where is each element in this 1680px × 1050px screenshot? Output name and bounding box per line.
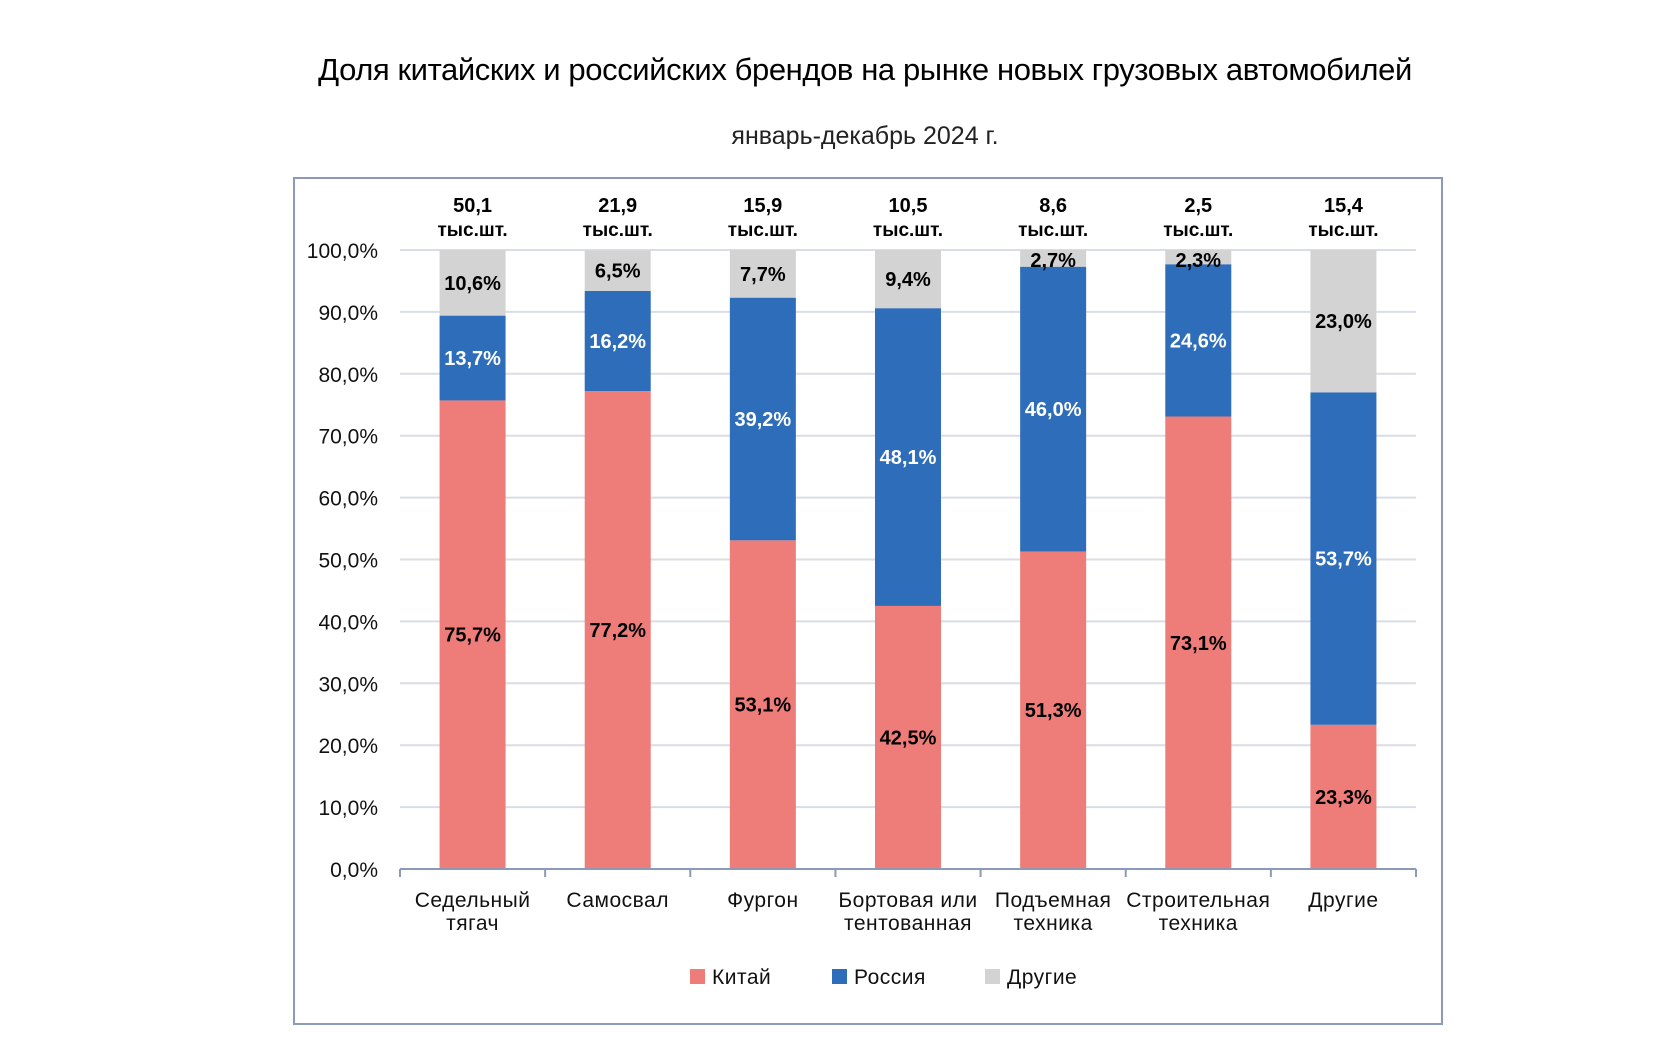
bars bbox=[439, 250, 1377, 869]
y-tick-label: 0,0% bbox=[330, 859, 378, 882]
total-unit: тыс.шт. bbox=[1163, 220, 1233, 241]
total-value: 8,6 bbox=[1039, 195, 1067, 217]
total-value: 2,5 bbox=[1184, 195, 1212, 217]
chart-title: Доля китайских и российских брендов на р… bbox=[318, 52, 1412, 87]
data-label: 16,2% bbox=[589, 331, 646, 353]
legend-swatch bbox=[985, 969, 1000, 984]
bar-segment-other bbox=[875, 250, 941, 309]
y-tick-label: 80,0% bbox=[318, 364, 378, 387]
y-tick-label: 10,0% bbox=[318, 797, 378, 820]
data-label: 42,5% bbox=[880, 727, 937, 749]
x-tick-label: Строительная bbox=[1126, 889, 1270, 912]
bar-segment-russia bbox=[1020, 266, 1087, 552]
x-tick-label: техника bbox=[1159, 912, 1238, 935]
data-label: 23,0% bbox=[1315, 311, 1372, 333]
data-label: 53,1% bbox=[734, 695, 791, 717]
x-tick-label: Бортовая или bbox=[838, 889, 977, 912]
bar-segment-russia bbox=[439, 315, 506, 401]
total-unit: тыс.шт. bbox=[438, 220, 508, 241]
legend-label: Россия bbox=[854, 966, 926, 989]
x-tick-label: тентованная bbox=[844, 912, 972, 935]
y-tick-label: 60,0% bbox=[318, 488, 378, 511]
bar-segment-other bbox=[1165, 250, 1232, 265]
legend-swatch bbox=[832, 969, 847, 984]
data-label: 9,4% bbox=[885, 269, 931, 291]
total-value: 10,5 bbox=[889, 195, 928, 217]
x-tick-label: Фургон bbox=[727, 889, 798, 912]
total-unit: тыс.шт. bbox=[873, 220, 943, 241]
legend-label: Китай bbox=[712, 966, 771, 989]
bar-segment-russia bbox=[1165, 264, 1232, 417]
bar-segment-other bbox=[729, 250, 796, 298]
x-tick-label: Самосвал bbox=[566, 889, 669, 912]
data-label: 75,7% bbox=[444, 625, 501, 647]
data-label: 13,7% bbox=[444, 348, 501, 370]
bar-segment-other bbox=[584, 250, 651, 291]
data-label: 6,5% bbox=[595, 261, 641, 283]
bar-segment-china bbox=[875, 605, 941, 869]
data-label: 2,3% bbox=[1175, 250, 1221, 272]
bar-segment-other bbox=[439, 250, 506, 316]
chart-subtitle: январь-декабрь 2024 г. bbox=[731, 122, 999, 150]
y-tick-label: 30,0% bbox=[318, 673, 378, 696]
x-tick-label: Седельный bbox=[415, 889, 531, 912]
y-tick-label: 40,0% bbox=[318, 611, 378, 634]
y-tick-label: 90,0% bbox=[318, 302, 378, 325]
bar-segment-other bbox=[1310, 250, 1377, 393]
x-tick-label: техника bbox=[1014, 912, 1093, 935]
total-unit: тыс.шт. bbox=[1308, 220, 1378, 241]
data-label: 39,2% bbox=[734, 409, 791, 431]
bar-segment-russia bbox=[875, 308, 941, 606]
bar-segment-china bbox=[584, 391, 651, 869]
y-axis: 0,0% 10,0% 20,0% 30,0% 40,0% 50,0% 60,0% 70,0% 8… bbox=[307, 240, 378, 882]
data-label: 73,1% bbox=[1170, 633, 1227, 655]
total-unit: тыс.шт. bbox=[728, 220, 798, 241]
data-labels: 75,7% 13,7% 10,6% 77,2% 16,2% 6,5% 53,1% 39,2% 7… bbox=[444, 250, 1372, 809]
legend: Китай Россия Другие bbox=[690, 966, 1077, 989]
legend-swatch bbox=[690, 969, 705, 984]
bar-segment-china bbox=[1020, 551, 1087, 869]
bar-segment-china bbox=[1310, 724, 1377, 869]
data-label: 7,7% bbox=[740, 264, 786, 286]
total-labels: 50,1 тыс.шт. 21,9 тыс.шт. 15,9 тыс.шт. 10,5 тыс… bbox=[438, 195, 1379, 241]
x-tick-label: Подъемная bbox=[995, 889, 1112, 912]
bar-segment-russia bbox=[1310, 392, 1377, 725]
total-value: 15,4 bbox=[1324, 195, 1364, 217]
bar-segment-other bbox=[1020, 250, 1087, 267]
data-label: 10,6% bbox=[444, 273, 501, 295]
data-label: 23,3% bbox=[1315, 787, 1372, 809]
x-tick-label: тягач bbox=[446, 912, 499, 935]
data-label: 2,7% bbox=[1030, 250, 1076, 272]
data-label: 53,7% bbox=[1315, 549, 1372, 571]
total-value: 50,1 bbox=[453, 195, 492, 217]
y-tick-label: 100,0% bbox=[307, 240, 378, 263]
x-tick-label: Другие bbox=[1308, 889, 1378, 912]
data-label: 77,2% bbox=[589, 620, 646, 642]
y-tick-label: 70,0% bbox=[318, 426, 378, 449]
chart-frame bbox=[293, 177, 1443, 1025]
total-value: 15,9 bbox=[743, 195, 782, 217]
bar-segment-china bbox=[439, 400, 506, 869]
y-tick-label: 20,0% bbox=[318, 735, 378, 758]
bar-segment-russia bbox=[584, 290, 651, 392]
data-label: 51,3% bbox=[1025, 700, 1082, 722]
total-unit: тыс.шт. bbox=[1018, 220, 1088, 241]
data-label: 48,1% bbox=[880, 447, 937, 469]
data-label: 24,6% bbox=[1170, 330, 1227, 352]
total-value: 21,9 bbox=[598, 195, 637, 217]
bar-segment-russia bbox=[729, 297, 796, 541]
bar-segment-china bbox=[729, 540, 796, 869]
data-label: 46,0% bbox=[1025, 399, 1082, 421]
total-unit: тыс.шт. bbox=[583, 220, 653, 241]
y-tick-label: 50,0% bbox=[318, 550, 378, 573]
legend-label: Другие bbox=[1007, 966, 1077, 989]
bar-segment-china bbox=[1165, 416, 1232, 869]
